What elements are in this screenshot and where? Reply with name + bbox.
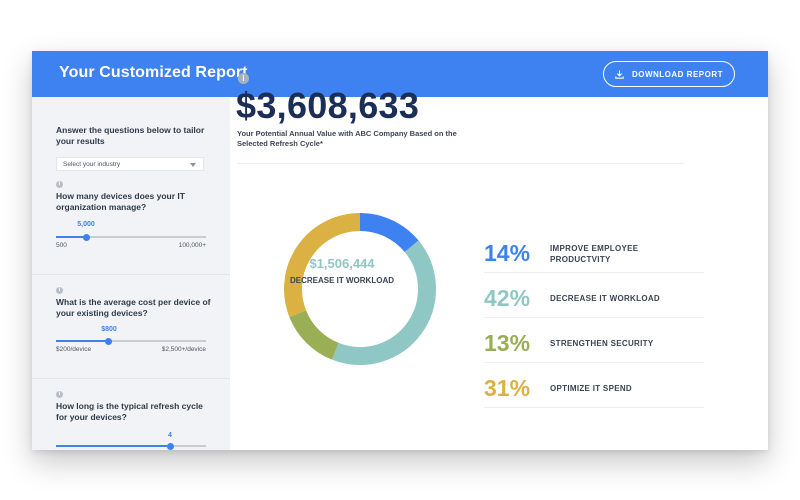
stat-percent: 42% [484, 285, 531, 311]
cost-slider-thumb[interactable] [105, 337, 112, 345]
page-title: Your Customized Report [59, 64, 248, 81]
industry-select-value: Select your industry [63, 161, 121, 168]
sidebar-divider [32, 274, 230, 275]
devices-slider-max: 100,000+ [178, 242, 206, 249]
refresh-slider[interactable] [56, 442, 206, 450]
stat-percent: 31% [484, 375, 531, 401]
question-refresh-cycle: How long is the typical refresh cycle fo… [56, 401, 203, 422]
header-bar: Your Customized Report DOWNLOAD REPORT [32, 51, 768, 97]
stat-row: 13% STRENGTHEN SECURITY [484, 322, 704, 363]
stat-row: 42% DECREASE IT WORKLOAD [484, 277, 704, 318]
questions-sidebar: Answer the questions below to tailor you… [32, 97, 230, 450]
refresh-slider-thumb[interactable] [166, 442, 174, 450]
stat-percent: 13% [484, 330, 531, 356]
chevron-down-icon [190, 163, 196, 167]
devices-slider-value: 5,000 [77, 221, 95, 228]
cost-slider-min: $200/device [56, 346, 92, 353]
question-devices: How many devices does your IT organizati… [56, 191, 185, 212]
donut-segment-improve-employee-productvity [359, 213, 419, 253]
download-icon [615, 70, 624, 79]
total-annual-value: $3,608,633 [236, 85, 420, 126]
sidebar-divider [32, 378, 230, 379]
donut-segment-strengthen-security [289, 310, 339, 360]
cost-slider-max: $2,500+/device [161, 346, 206, 353]
sidebar-intro: Answer the questions below to tailor you… [56, 125, 205, 146]
devices-slider-min: 500 [56, 242, 67, 249]
cost-slider[interactable] [56, 337, 206, 345]
refresh-slider-fill [56, 445, 170, 447]
donut-segment-decrease-it-workload [332, 240, 436, 365]
info-icon[interactable]: i [56, 391, 63, 398]
refresh-slider-value: 4 [168, 432, 172, 439]
stat-row: 14% IMPROVE EMPLOYEE PRODUCTVITY [484, 232, 704, 273]
cost-slider-value: $800 [101, 326, 117, 333]
download-report-label: DOWNLOAD REPORT [631, 69, 724, 79]
devices-slider[interactable] [56, 233, 206, 241]
info-icon[interactable]: i [56, 287, 63, 294]
info-icon[interactable]: i [56, 181, 63, 188]
stat-percent: 14% [484, 240, 531, 266]
stat-label: DECREASE IT WORKLOAD [550, 294, 660, 303]
report-window: Your Customized Report DOWNLOAD REPORT A… [32, 51, 768, 450]
stat-row: 31% OPTIMIZE IT SPEND [484, 367, 704, 408]
cost-slider-fill [56, 340, 109, 342]
donut-center-caption: DECREASE IT WORKLOAD [290, 276, 394, 285]
devices-slider-thumb[interactable] [82, 233, 90, 241]
stat-label: OPTIMIZE IT SPEND [550, 384, 632, 393]
donut-center-amount: $1,506,444 [309, 256, 375, 271]
download-report-button[interactable]: DOWNLOAD REPORT [603, 61, 735, 87]
devices-slider-fill [56, 236, 86, 238]
donut-segment-optimize-it-spend [284, 213, 361, 317]
stat-label: IMPROVE EMPLOYEE PRODUCTVITY [550, 244, 639, 264]
donut-center: $1,506,444 DECREASE IT WORKLOAD [284, 256, 400, 286]
content-divider [237, 163, 684, 164]
value-breakdown-donut-chart [284, 213, 436, 365]
question-cost: What is the average cost per device of y… [56, 297, 211, 318]
industry-select[interactable]: Select your industry [56, 157, 204, 171]
stat-label: STRENGTHEN SECURITY [550, 339, 654, 348]
info-icon[interactable]: i [238, 73, 249, 84]
total-value-subtitle: Your Potential Annual Value with ABC Com… [237, 129, 457, 148]
